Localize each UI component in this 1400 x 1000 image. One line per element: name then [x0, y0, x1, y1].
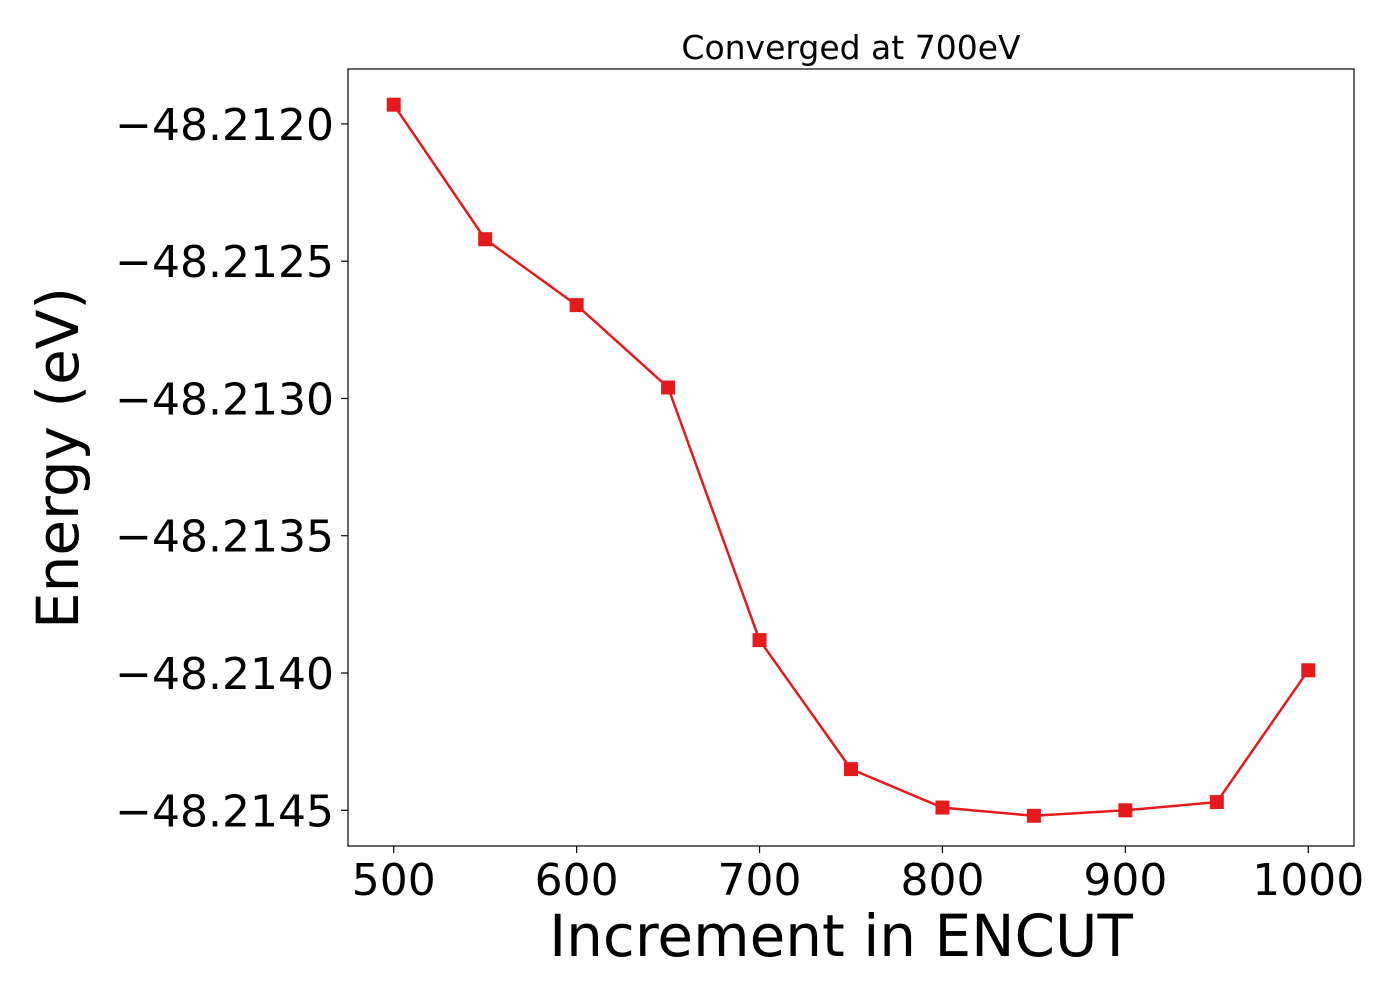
x-tick-label: 500 [352, 855, 436, 906]
y-tick-label: −48.2120 [115, 100, 334, 151]
x-tick-label: 800 [900, 855, 984, 906]
y-tick-label: −48.2130 [115, 374, 334, 425]
x-axis: 500 600 700 800 900 1000 [352, 846, 1364, 906]
y-tick-label: −48.2145 [115, 786, 334, 837]
data-point-marker [661, 380, 676, 395]
chart-title: Converged at 700eV [681, 28, 1021, 67]
y-tick-label: −48.2140 [115, 649, 334, 700]
data-point-marker [569, 298, 584, 313]
y-axis-label: Energy (eV) [24, 287, 92, 629]
data-point-marker [1026, 808, 1041, 823]
x-tick-label: 600 [535, 855, 619, 906]
x-tick-label: 900 [1083, 855, 1167, 906]
y-tick-label: −48.2125 [115, 237, 334, 288]
data-point-marker [478, 232, 493, 247]
data-point-marker [752, 633, 767, 648]
data-point-marker [1118, 803, 1133, 818]
plot-area-frame [347, 68, 1355, 847]
y-tick-label: −48.2135 [115, 512, 334, 563]
x-tick-label: 1000 [1252, 855, 1364, 906]
data-point-marker [1209, 795, 1224, 810]
x-tick-label: 700 [718, 855, 802, 906]
data-point-marker [386, 97, 401, 112]
y-axis: −48.2120 −48.2125 −48.2130 −48.2135 −48.2140… [115, 100, 348, 837]
series-markers [386, 97, 1316, 823]
data-point-marker [1301, 663, 1316, 678]
data-point-marker [844, 762, 858, 777]
data-point-marker [935, 800, 950, 815]
x-axis-label: Increment in ENCUT [549, 902, 1133, 970]
